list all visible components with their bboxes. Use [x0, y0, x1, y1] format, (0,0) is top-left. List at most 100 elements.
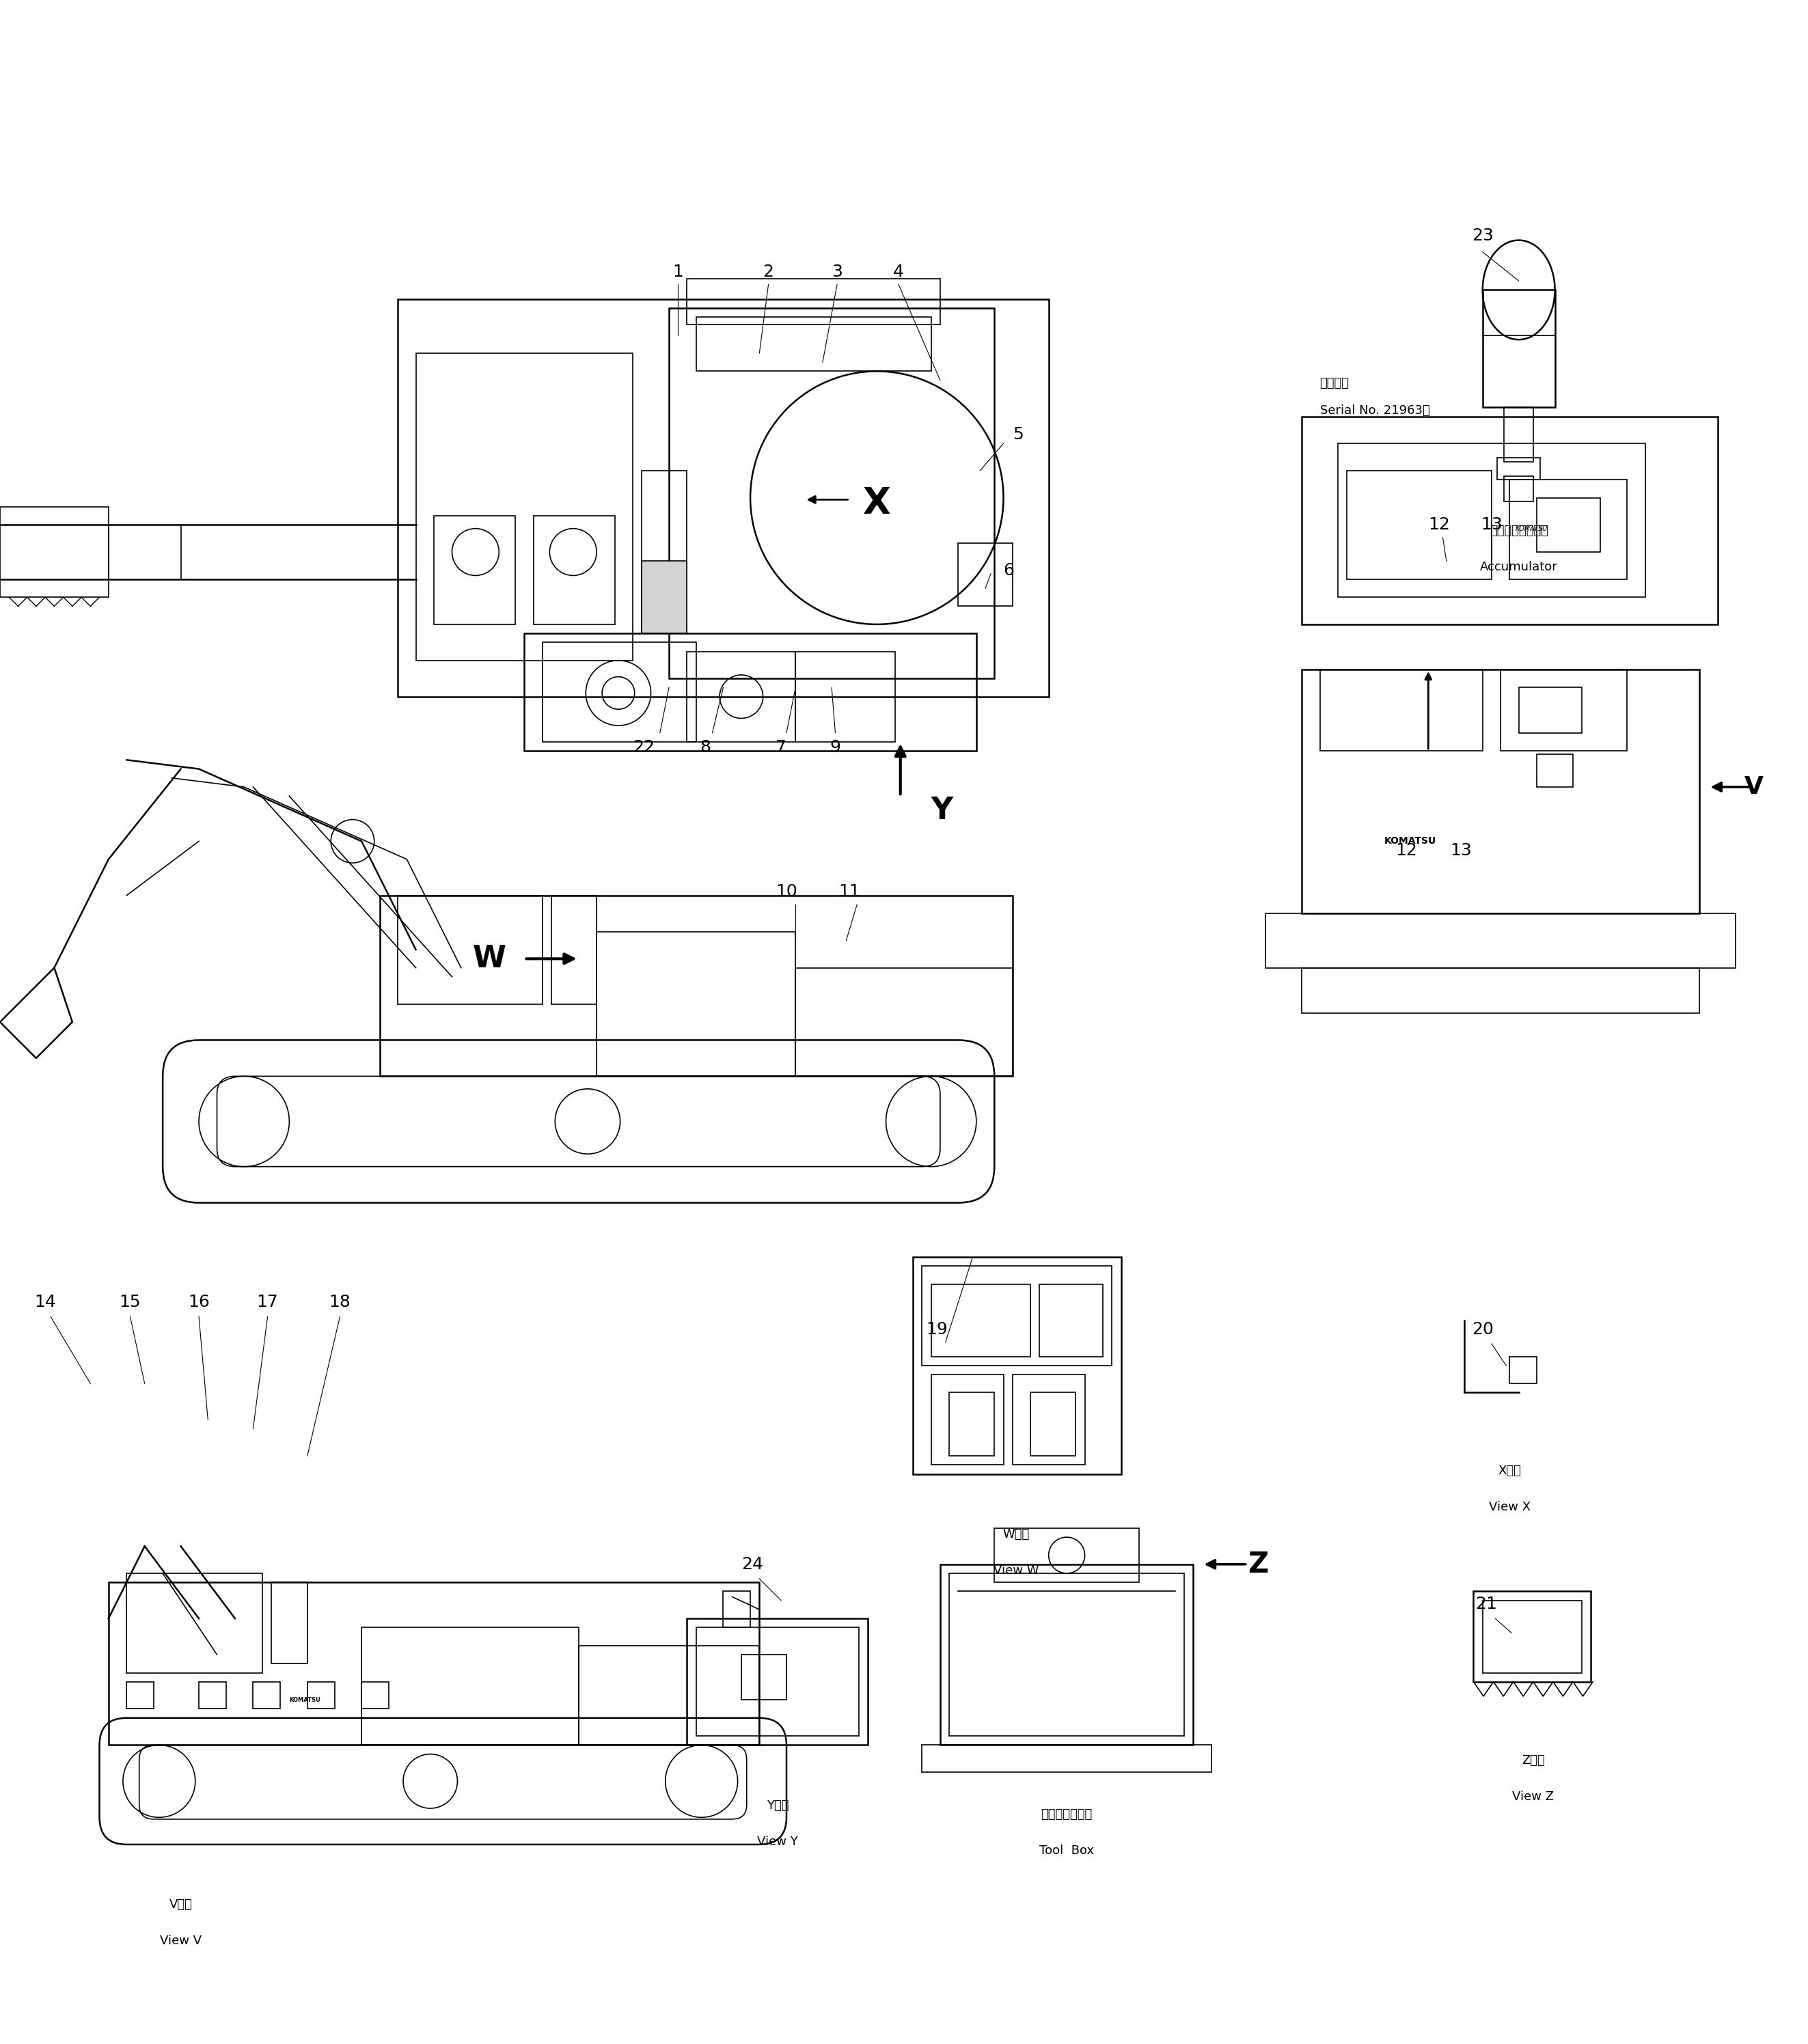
Text: View Y: View Y [758, 1836, 797, 1848]
Text: 24: 24 [741, 1555, 763, 1572]
Text: KOMATSU: KOMATSU [1515, 525, 1548, 531]
Bar [0, 507, 108, 597]
Bar [1510, 480, 1627, 578]
Text: Y: Y [931, 795, 953, 826]
Text: Accumulator: Accumulator [1481, 560, 1557, 574]
Text: アキュームレータ: アキュームレータ [1490, 525, 1548, 538]
Bar [1347, 470, 1492, 578]
Bar [1483, 1600, 1582, 1672]
Bar [1040, 1284, 1103, 1357]
Text: 17: 17 [257, 1294, 278, 1310]
Bar [931, 1284, 1031, 1357]
Bar [696, 1627, 859, 1735]
Bar [127, 1682, 154, 1709]
Bar [922, 1265, 1112, 1365]
Bar [723, 1592, 750, 1627]
Bar [1504, 476, 1533, 501]
Bar [380, 895, 1012, 1077]
Text: Serial No. 21963～: Serial No. 21963～ [1320, 405, 1430, 417]
Bar [307, 1682, 334, 1709]
Text: Z: Z [1248, 1549, 1267, 1578]
Bar [533, 515, 615, 623]
Text: W　視: W 視 [1003, 1529, 1029, 1541]
Bar [1031, 1392, 1076, 1455]
Bar [253, 1682, 280, 1709]
Text: Y　視: Y 視 [767, 1799, 788, 1811]
Text: KOMATSU: KOMATSU [289, 1697, 320, 1703]
Text: ツールボックス: ツールボックス [1041, 1809, 1092, 1821]
Bar [1302, 417, 1718, 623]
Bar [362, 1627, 579, 1746]
Bar [597, 932, 796, 1077]
Text: Z　視: Z 視 [1522, 1754, 1544, 1766]
Text: 12: 12 [1428, 517, 1450, 533]
Text: 6: 6 [1003, 562, 1014, 578]
Bar [551, 895, 597, 1004]
Text: 21: 21 [1475, 1596, 1497, 1613]
Bar [1483, 290, 1555, 407]
Bar [1537, 499, 1600, 552]
Bar [796, 652, 895, 742]
Bar [958, 544, 1012, 607]
Bar [1320, 670, 1483, 750]
Text: 5: 5 [1012, 427, 1023, 444]
Text: 15: 15 [119, 1294, 141, 1310]
Bar [127, 1574, 262, 1672]
Text: 9: 9 [830, 740, 841, 756]
Bar [994, 1529, 1139, 1582]
Text: V　視: V 視 [170, 1899, 192, 1911]
Text: 1: 1 [673, 264, 683, 280]
Text: V: V [1745, 775, 1763, 799]
Bar [687, 280, 940, 325]
Text: 13: 13 [1481, 517, 1502, 533]
Bar [642, 560, 687, 634]
Text: Tool  Box: Tool Box [1040, 1844, 1094, 1856]
Bar [398, 298, 1049, 697]
Bar [271, 1582, 307, 1664]
Bar [1519, 687, 1582, 734]
Text: View W: View W [993, 1564, 1040, 1576]
Text: 8: 8 [700, 740, 711, 756]
Text: View V: View V [159, 1936, 202, 1948]
Bar [199, 1682, 226, 1709]
Bar [362, 1682, 389, 1709]
Text: 20: 20 [1472, 1320, 1493, 1337]
Bar [687, 652, 796, 742]
Bar [922, 1746, 1211, 1772]
Bar [1504, 407, 1533, 462]
Bar [1501, 670, 1627, 750]
Bar [542, 642, 696, 742]
Text: X　視: X 視 [1499, 1466, 1521, 1478]
Bar [1338, 444, 1645, 597]
Bar [434, 515, 515, 623]
Text: 2: 2 [763, 264, 774, 280]
Bar [949, 1392, 994, 1455]
Bar [398, 895, 542, 1004]
Bar [1474, 1592, 1591, 1682]
Text: 7: 7 [776, 740, 786, 756]
Text: View Z: View Z [1511, 1791, 1555, 1803]
Text: 4: 4 [893, 264, 904, 280]
Text: 11: 11 [839, 883, 861, 899]
Bar [1302, 967, 1700, 1014]
Text: 18: 18 [329, 1294, 351, 1310]
Text: 適用号機: 適用号機 [1320, 376, 1349, 388]
Bar [416, 354, 633, 660]
Text: 3: 3 [832, 264, 843, 280]
Text: 12: 12 [1396, 842, 1417, 858]
Text: 22: 22 [633, 740, 654, 756]
Bar [108, 1582, 759, 1746]
Bar [741, 1656, 786, 1701]
Bar [579, 1645, 759, 1746]
Bar [669, 309, 994, 679]
Bar [1302, 670, 1700, 914]
Text: 16: 16 [188, 1294, 210, 1310]
Bar [949, 1574, 1184, 1735]
Bar [1266, 914, 1736, 967]
Bar [1012, 1374, 1085, 1466]
Text: View X: View X [1488, 1500, 1531, 1513]
Bar [642, 470, 687, 634]
Bar [1497, 458, 1540, 480]
Bar [687, 1619, 868, 1746]
Text: X: X [862, 484, 891, 521]
